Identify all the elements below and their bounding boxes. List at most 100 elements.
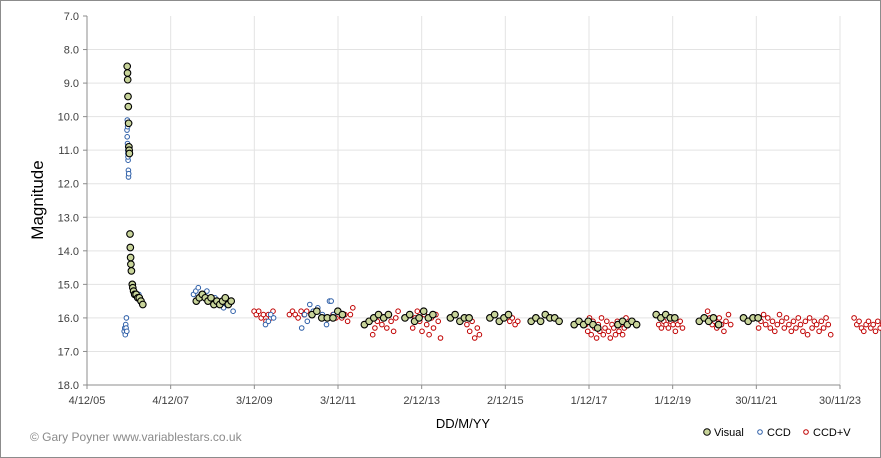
point-ccd-v — [856, 318, 862, 325]
point-visual — [207, 293, 215, 302]
point-ccd-v — [384, 325, 390, 331]
x-tick-label: 30/11/23 — [819, 395, 861, 407]
point-ccd-v — [414, 308, 421, 315]
point-ccd-v — [809, 325, 815, 331]
point-visual — [632, 320, 641, 329]
point-ccd-v — [369, 331, 376, 338]
y-tick-label: 16.0 — [58, 313, 79, 325]
point-visual — [126, 253, 135, 262]
point-visual — [384, 310, 393, 319]
point-ccd-v — [593, 335, 600, 341]
legend-marker-ccd-v — [803, 429, 809, 435]
point-visual — [123, 62, 132, 71]
point-ccd-v — [820, 325, 827, 331]
point-ccd — [124, 328, 130, 335]
point-ccd-v — [776, 311, 783, 318]
point-ccd-v — [823, 315, 829, 321]
point-ccd-v — [260, 311, 267, 318]
point-ccd-v — [471, 335, 478, 341]
axes — [83, 15, 841, 389]
point-visual — [504, 310, 513, 319]
point-ccd-v — [760, 311, 767, 318]
point-ccd-v — [426, 331, 432, 338]
point-ccd-v — [255, 308, 262, 315]
point-ccd-v — [755, 325, 762, 331]
data-points — [121, 62, 881, 341]
point-ccd-v — [390, 328, 397, 335]
point-ccd-v — [393, 315, 399, 321]
point-visual — [138, 300, 147, 309]
point-visual — [124, 92, 132, 101]
point-ccd-v — [813, 321, 820, 328]
gridlines — [87, 16, 841, 385]
point-ccd-v — [727, 321, 734, 328]
x-tick-label: 1/12/17 — [571, 395, 608, 407]
point-visual — [329, 314, 337, 322]
point-ccd-v — [788, 328, 795, 335]
point-ccd-v — [619, 331, 626, 338]
legend: Visual CCD CCD+V — [703, 427, 851, 439]
x-tick-label: 3/12/11 — [320, 395, 356, 407]
point-ccd-v — [806, 315, 813, 321]
point-ccd-v — [679, 325, 686, 331]
point-ccd-v — [295, 315, 301, 321]
point-ccd — [323, 321, 330, 328]
y-tick-label: 7.0 — [64, 11, 79, 23]
x-tick-label: 3/12/09 — [236, 395, 273, 407]
y-tick-labels: 7.0 8.0 9.0 10.0 11.0 12.0 13.0 14.0 15.0 16.0 17.… — [58, 11, 79, 392]
point-ccd-v — [872, 328, 879, 335]
point-ccd — [301, 311, 308, 318]
x-axis-title: DD/M/YY — [436, 416, 491, 431]
y-tick-label: 11.0 — [58, 145, 79, 157]
point-ccd-v — [409, 325, 416, 331]
point-ccd-v — [762, 321, 769, 328]
point-ccd-v — [604, 318, 610, 325]
point-ccd-v — [793, 325, 799, 331]
point-ccd — [328, 298, 335, 304]
point-ccd — [124, 134, 130, 140]
point-ccd-v — [350, 305, 356, 311]
point-visual — [123, 75, 132, 84]
point-visual — [312, 307, 321, 316]
point-ccd — [123, 315, 130, 321]
point-ccd-v — [818, 318, 825, 325]
y-tick-label: 18.0 — [58, 380, 79, 392]
point-visual — [124, 102, 133, 111]
point-ccd-v — [437, 335, 444, 341]
point-ccd-v — [515, 318, 521, 325]
point-ccd-v — [779, 318, 785, 325]
point-visual — [127, 260, 135, 269]
point-ccd-v — [602, 325, 608, 331]
y-tick-label: 9.0 — [64, 78, 79, 90]
y-tick-label: 10.0 — [58, 112, 79, 124]
point-ccd-v — [774, 321, 781, 328]
y-axis-title: Magnitude — [28, 160, 47, 239]
credit-text: © Gary Poyner www.variablestars.co.uk — [30, 430, 243, 444]
point-ccd-v — [870, 321, 877, 328]
point-ccd-v — [865, 318, 872, 325]
point-ccd-v — [612, 331, 619, 338]
point-visual — [555, 317, 563, 326]
legend-label-visual: Visual — [714, 427, 744, 439]
point-ccd-v — [286, 311, 293, 318]
point-visual — [227, 297, 236, 305]
point-ccd-v — [379, 321, 385, 328]
point-ccd-v — [672, 328, 679, 335]
point-ccd-v — [825, 321, 832, 328]
legend-label-ccd-v: CCD+V — [813, 427, 851, 439]
point-ccd-v — [786, 321, 792, 328]
point-ccd — [195, 284, 202, 291]
legend-label-ccd: CCD — [767, 427, 791, 439]
point-ccd-v — [423, 321, 430, 328]
point-visual — [405, 310, 414, 319]
point-ccd-v — [435, 318, 442, 325]
y-tick-label: 13.0 — [58, 212, 79, 224]
point-ccd-v — [298, 308, 304, 315]
y-tick-label: 8.0 — [64, 45, 79, 57]
point-ccd-v — [802, 318, 809, 325]
point-visual — [536, 317, 545, 326]
point-ccd-v — [476, 331, 483, 338]
point-ccd-v — [704, 308, 711, 315]
point-visual — [490, 310, 499, 319]
point-ccd-v — [600, 331, 607, 338]
